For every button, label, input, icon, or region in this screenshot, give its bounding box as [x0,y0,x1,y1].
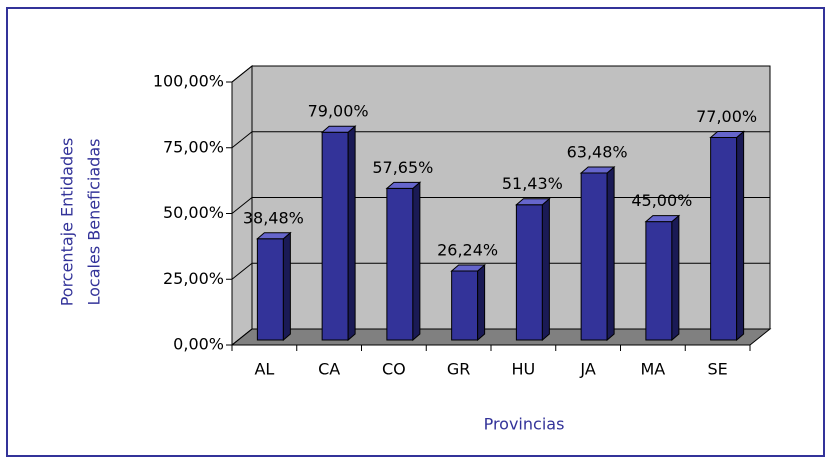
bar-side [736,130,745,342]
bar-top [515,198,551,206]
bar-top [579,166,616,174]
bar-side [606,165,615,342]
bar-top [450,264,486,272]
y-axis-label: Porcentaje Entidades [58,138,77,307]
grid-line [231,262,253,280]
x-axis-label: Provincias [484,415,565,434]
bar-side [347,125,356,342]
bar [256,231,292,342]
data-label: 79,00% [308,102,369,121]
data-label: 26,24% [437,240,498,259]
y-tick-label: 25,00% [163,269,224,288]
bar-front [645,221,673,341]
x-tick-label: AL [254,360,274,379]
x-tick-label: SE [707,360,727,379]
floor [230,328,772,346]
x-tick-label: MA [641,360,666,379]
bar-side [282,231,291,342]
x-tick-label: CA [318,360,340,379]
bar [450,263,486,342]
grid-line [231,65,253,83]
grid-line [231,328,253,346]
bar [709,130,745,342]
y-tick-label: 50,00% [163,203,224,222]
bar-front [515,204,543,341]
grid-line [231,197,253,214]
bar-top [320,125,357,133]
data-label: 45,00% [631,191,692,210]
data-label: 51,43% [502,174,563,193]
data-label: 38,48% [243,208,304,227]
bar-top [709,130,745,138]
y-axis-label: Locales Beneficiadas [85,139,104,306]
grid-line [231,131,253,149]
data-label: 77,00% [696,107,757,126]
bar-front [451,270,479,341]
data-label: 57,65% [372,158,433,177]
bar-top [256,232,292,240]
data-label: 63,48% [567,143,628,162]
y-tick-label: 0,00% [173,335,224,354]
bar-side [477,263,486,342]
x-tick-label: GR [447,360,471,379]
y-tick-label: 100,00% [153,72,224,91]
y-tick-label: 75,00% [163,137,224,156]
bar-front [256,238,284,341]
bar-top [385,181,422,189]
bar-front [580,172,608,341]
bar-front [710,136,738,341]
x-tick-label: HU [512,360,536,379]
bar-front [386,187,414,341]
bar [515,197,551,342]
bar [644,214,681,342]
bar [320,125,357,342]
bar [385,181,422,342]
x-tick-label: JA [579,360,595,379]
bar [579,165,616,342]
bar-front [321,131,349,341]
bar-side [671,214,680,342]
bar-side [412,181,421,342]
bar-side [541,197,550,342]
bar-top [644,215,681,223]
x-tick-label: CO [382,360,406,379]
